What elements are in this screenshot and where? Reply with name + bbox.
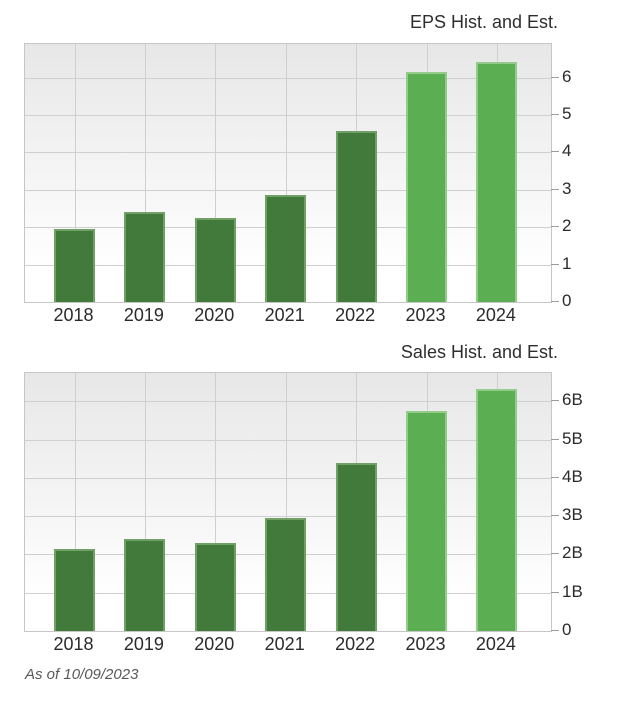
x-tick-label-2022: 2022 [335,634,376,654]
historical-bar-2018 [54,229,95,302]
v-gridline [285,44,287,302]
y-tick-mark [551,553,559,554]
estimate-bar-2024 [476,62,518,302]
h-gridline [25,77,551,79]
v-gridline [144,373,146,631]
h-gridline [25,439,551,441]
h-gridline [25,477,551,479]
h-gridline [25,152,551,154]
estimate-bar-2023 [406,411,447,631]
historical-bar-2020 [194,543,236,631]
x-tick-label-2023: 2023 [405,305,446,325]
x-tick-label-2019: 2019 [123,634,164,654]
y-tick-label: 3 [562,179,572,198]
h-gridline [25,401,551,403]
x-tick-label-2024: 2024 [475,305,516,325]
as-of-note: As of 10/09/2023 [25,666,139,683]
x-tick-label-2021: 2021 [264,305,305,325]
historical-bar-2020 [194,218,236,302]
historical-bar-2022 [335,463,377,631]
v-gridline [74,373,76,631]
x-tick-label-2023: 2023 [405,634,446,654]
h-gridline [25,516,551,518]
y-tick-mark [551,264,559,265]
y-tick-mark [551,151,559,152]
y-tick-mark [551,114,559,115]
y-tick-mark [551,189,559,190]
historical-bar-2022 [335,131,377,302]
historical-bar-2019 [124,212,166,302]
y-tick-label: 4B [562,467,583,486]
y-tick-label: 2B [562,543,583,562]
historical-bar-2019 [124,539,166,631]
x-tick-label-2022: 2022 [335,305,376,325]
estimate-bar-2023 [406,72,447,302]
x-tick-label-2020: 2020 [194,634,235,654]
y-tick-label: 4 [562,141,572,160]
x-tick-label-2021: 2021 [264,634,305,654]
y-tick-label: 1B [562,582,583,601]
eps-plot-area [24,43,552,303]
h-gridline [25,189,551,191]
y-tick-mark [551,400,559,401]
v-gridline [215,44,217,302]
x-tick-label-2024: 2024 [475,634,516,654]
v-gridline [285,373,287,631]
y-tick-mark [551,439,559,440]
y-tick-mark [551,301,559,302]
y-tick-label: 6B [562,390,583,409]
y-tick-label: 6 [562,67,572,86]
y-tick-mark [551,515,559,516]
x-tick-label-2020: 2020 [194,305,235,325]
y-tick-label: 5 [562,104,572,123]
sales-chart-title: Sales Hist. and Est. [400,342,558,362]
h-gridline [25,115,551,117]
y-tick-label: 0 [562,291,572,310]
y-tick-label: 0 [562,620,572,639]
x-tick-label-2018: 2018 [53,305,94,325]
historical-bar-2018 [54,549,95,631]
y-tick-mark [551,592,559,593]
historical-bar-2021 [265,195,307,302]
y-tick-mark [551,77,559,78]
y-tick-label: 1 [562,254,572,273]
y-tick-mark [551,226,559,227]
y-tick-mark [551,630,559,631]
x-tick-label-2018: 2018 [53,634,94,654]
y-tick-label: 2 [562,216,572,235]
estimate-bar-2024 [476,389,518,631]
y-tick-label: 3B [562,505,583,524]
v-gridline [215,373,217,631]
x-tick-label-2019: 2019 [123,305,164,325]
sales-plot-area [24,372,552,632]
y-tick-label: 5B [562,429,583,448]
y-tick-mark [551,477,559,478]
v-gridline [144,44,146,302]
eps-chart-title: EPS Hist. and Est. [409,12,558,32]
v-gridline [74,44,76,302]
historical-bar-2021 [265,518,307,631]
